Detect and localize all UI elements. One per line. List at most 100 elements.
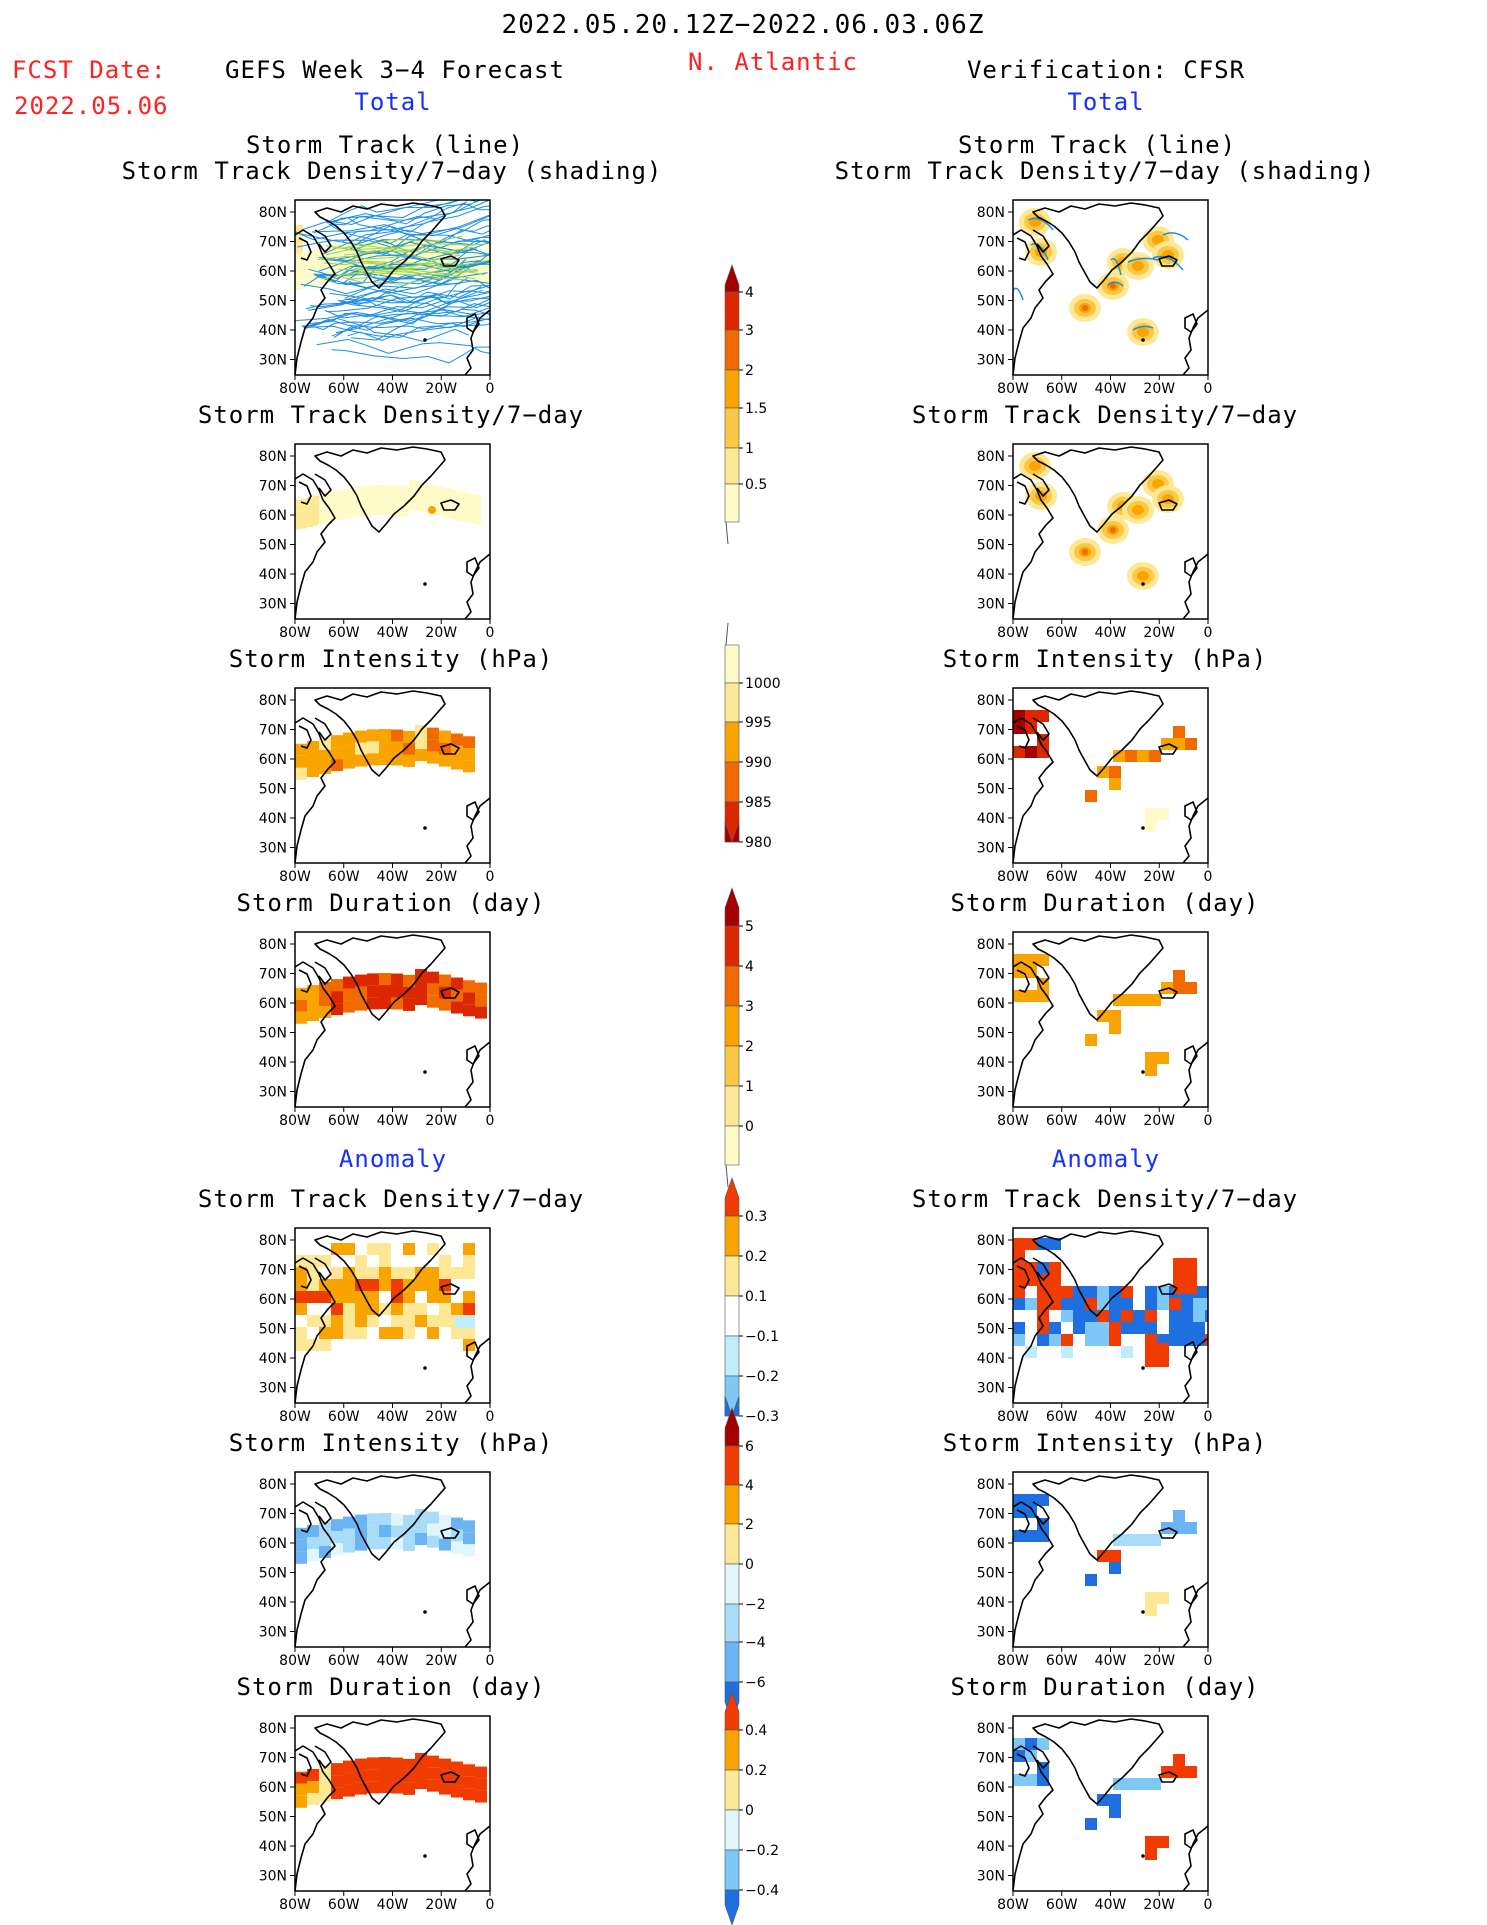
- colorbar-label: 4: [745, 285, 754, 301]
- lat-tick-label: 50N: [259, 1566, 287, 1582]
- north-america-coast: [1012, 717, 1054, 864]
- right-panel3-title: Storm Intensity (hPa): [942, 645, 1268, 673]
- lon-tick-label: 40W: [1095, 1653, 1127, 1669]
- lon-tick-label: 40W: [377, 869, 409, 885]
- colorbar-label: 1: [745, 441, 754, 457]
- lat-tick-label: 40N: [977, 323, 1005, 339]
- lat-tick-label: 70N: [259, 1263, 287, 1279]
- europe-coast: [1182, 309, 1209, 376]
- lon-tick-label: 0: [1204, 1409, 1213, 1425]
- lat-tick-label: 40N: [977, 1839, 1005, 1855]
- lat-tick-label: 80N: [977, 205, 1005, 221]
- right-map-adur: 80N 70N 60N 50N 40N 30N 80W 60W 40W 20W 0: [977, 1715, 1212, 1913]
- iceland-coast: [1158, 743, 1178, 755]
- north-america-coast: [294, 1257, 336, 1404]
- europe-coast: [464, 553, 491, 620]
- lat-tick-label: 70N: [977, 1751, 1005, 1767]
- lon-tick-label: 20W: [425, 1113, 457, 1129]
- lat-tick-label: 30N: [259, 353, 287, 369]
- iceland-coast: [1158, 1771, 1178, 1783]
- europe-coast: [464, 1041, 491, 1108]
- lat-tick-label: 30N: [977, 1085, 1005, 1101]
- greenland-coast: [1032, 1230, 1164, 1317]
- lat-tick-label: 60N: [977, 996, 1005, 1012]
- greenland-coast: [314, 446, 446, 533]
- fcst-date-label: FCST Date:: [12, 56, 167, 84]
- iceland-coast: [440, 499, 460, 511]
- lat-tick-label: 50N: [259, 294, 287, 310]
- lat-tick-label: 80N: [977, 449, 1005, 465]
- north-america-coast: [1012, 1501, 1054, 1648]
- british-isles-coast: [466, 313, 480, 333]
- europe-coast: [1182, 797, 1209, 864]
- lat-tick-label: 60N: [259, 996, 287, 1012]
- lat-tick-label: 50N: [977, 1322, 1005, 1338]
- lat-tick-label: 30N: [259, 1625, 287, 1641]
- lat-tick-label: 30N: [977, 1625, 1005, 1641]
- lon-tick-label: 60W: [1046, 869, 1078, 885]
- lon-tick-label: 0: [486, 1653, 495, 1669]
- colorbar-label: 0.2: [745, 1763, 767, 1779]
- lat-tick-label: 40N: [259, 1055, 287, 1071]
- lat-tick-label: 40N: [259, 1839, 287, 1855]
- lon-tick-label: 80W: [279, 1897, 311, 1913]
- right-map-aint: 80N 70N 60N 50N 40N 30N 80W 60W 40W 20W 0: [977, 1471, 1212, 1669]
- iceland-coast: [1158, 987, 1178, 999]
- colorbar-label: 0.1: [745, 1289, 767, 1305]
- left-panel1-title-b: Storm Track Density/7−day (shading): [121, 157, 663, 185]
- north-america-coast: [294, 473, 336, 620]
- lat-tick-label: 40N: [259, 811, 287, 827]
- lat-tick-label: 60N: [259, 1292, 287, 1308]
- lon-tick-label: 40W: [377, 1897, 409, 1913]
- left-map-track: 80N 70N 60N 50N 40N 30N 80W 60W 40W 20W 0: [259, 199, 494, 397]
- colorbar-label: 4: [745, 1478, 754, 1494]
- lon-tick-label: 0: [486, 625, 495, 641]
- left-total-label: Total: [354, 88, 432, 116]
- europe-coast: [464, 797, 491, 864]
- lon-tick-label: 60W: [328, 869, 360, 885]
- lat-tick-label: 60N: [259, 264, 287, 280]
- lon-tick-label: 80W: [279, 625, 311, 641]
- iceland-coast: [440, 743, 460, 755]
- europe-coast: [1182, 1041, 1209, 1108]
- north-america-coast: [1012, 1257, 1054, 1404]
- colorbar-label: 0: [745, 1557, 754, 1573]
- lon-tick-label: 60W: [1046, 625, 1078, 641]
- north-america-coast: [294, 229, 336, 376]
- colorbar-label: 0.4: [745, 1723, 767, 1739]
- left-map-adur: 80N 70N 60N 50N 40N 30N 80W 60W 40W 20W 0: [259, 1715, 495, 1913]
- lon-tick-label: 20W: [1143, 625, 1175, 641]
- lat-tick-label: 30N: [977, 1381, 1005, 1397]
- lat-tick-label: 70N: [259, 235, 287, 251]
- lon-tick-label: 80W: [279, 869, 311, 885]
- lat-tick-label: 80N: [977, 1233, 1005, 1249]
- greenland-coast: [1032, 202, 1164, 289]
- lat-tick-label: 40N: [259, 1351, 287, 1367]
- greenland-coast: [1032, 1718, 1164, 1805]
- greenland-coast: [1032, 446, 1164, 533]
- british-isles-coast: [1184, 1585, 1198, 1605]
- right-column-title: Verification: CFSR: [966, 56, 1246, 84]
- lat-tick-label: 60N: [977, 752, 1005, 768]
- fcst-date-value: 2022.05.06: [14, 92, 169, 120]
- iceland-coast: [1158, 1527, 1178, 1539]
- lat-tick-label: 50N: [977, 538, 1005, 554]
- lon-tick-label: 20W: [1143, 869, 1175, 885]
- lat-tick-label: 60N: [259, 1780, 287, 1796]
- lon-tick-label: 60W: [328, 381, 360, 397]
- lon-tick-label: 0: [486, 1897, 495, 1913]
- lat-tick-label: 60N: [977, 264, 1005, 280]
- lat-tick-label: 80N: [977, 937, 1005, 953]
- right-panel1-title-a: Storm Track (line): [957, 131, 1237, 159]
- british-isles-coast: [1184, 801, 1198, 821]
- left-map-adens: 80N 70N 60N 50N 40N 30N 80W 60W 40W 20W 0: [259, 1227, 494, 1425]
- iceland-coast: [1158, 255, 1178, 267]
- lat-tick-label: 80N: [259, 693, 287, 709]
- north-america-coast: [294, 1745, 336, 1892]
- left-map-intensity: 80N 70N 60N 50N 40N 30N 80W 60W 40W 20W 0: [259, 687, 494, 885]
- left-panel1-title-a: Storm Track (line): [245, 131, 525, 159]
- colorbar-label: 0.3: [745, 1209, 767, 1225]
- colorbar-label: −0.2: [745, 1369, 779, 1385]
- lat-tick-label: 70N: [259, 1507, 287, 1523]
- lat-tick-label: 70N: [977, 479, 1005, 495]
